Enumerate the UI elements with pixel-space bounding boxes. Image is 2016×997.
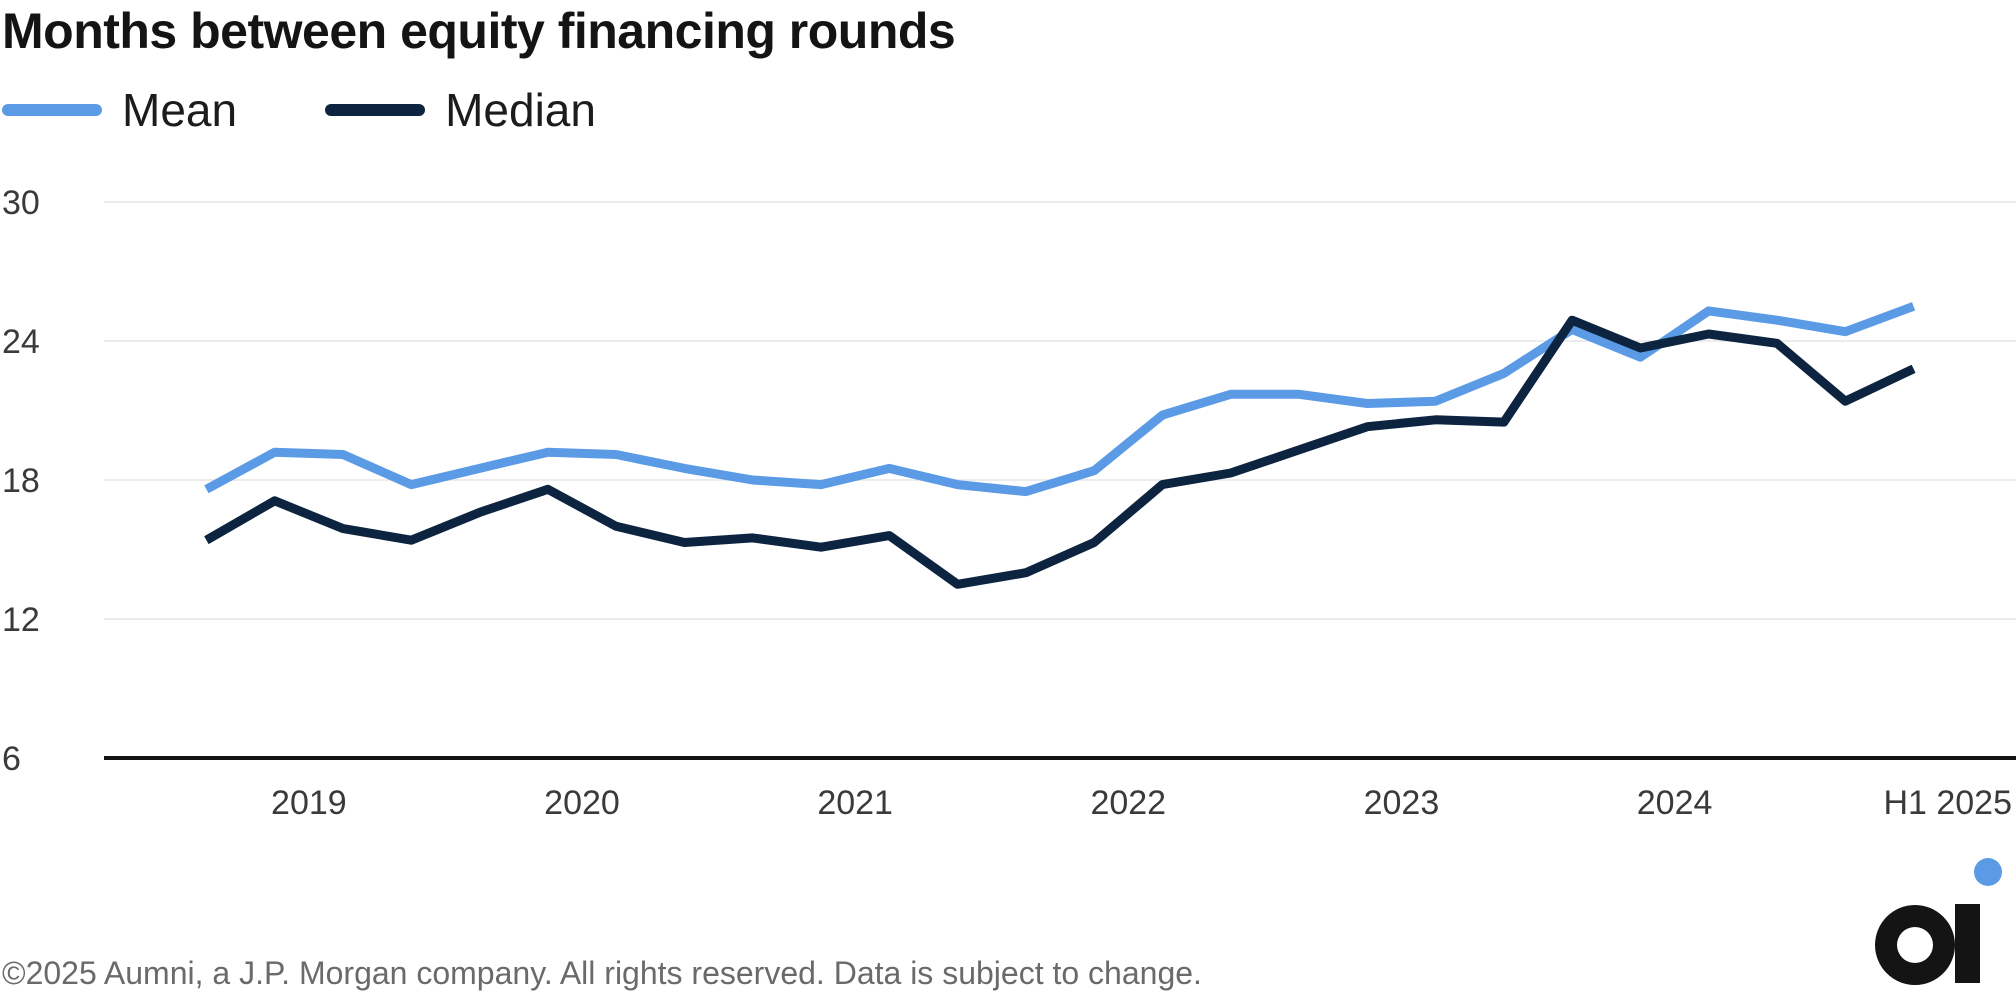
x-axis-tick-labels: 2019 2020 2021 2022 2023 2024 H1 2025 (271, 784, 2012, 822)
line-chart: 6 12 18 24 30 2019 2020 2021 2022 2023 2024 H1 202… (2, 184, 2016, 822)
y-axis-tick-labels: 6 12 18 24 30 (2, 184, 40, 778)
x-tick-label: 2022 (1090, 784, 1166, 822)
x-tick-label: H1 2025 (1883, 784, 2012, 822)
x-tick-label: 2019 (271, 784, 347, 822)
y-tick-label: 24 (2, 323, 40, 361)
aumni-logo-icon (1875, 858, 2002, 985)
x-tick-label: 2024 (1637, 784, 1713, 822)
y-tick-label: 30 (2, 184, 40, 222)
legend-item-median: Median (325, 83, 596, 137)
y-tick-label: 18 (2, 462, 40, 500)
y-tick-label: 12 (2, 601, 40, 639)
x-tick-label: 2020 (544, 784, 620, 822)
legend-label-mean: Mean (122, 84, 238, 136)
legend: Mean Median (2, 80, 684, 140)
legend-swatch-mean (2, 104, 102, 116)
y-tick-label: 6 (2, 740, 21, 778)
legend-item-mean: Mean (2, 83, 237, 137)
copyright-footer: ©2025 Aumni, a J.P. Morgan company. All … (2, 955, 1202, 991)
legend-swatch-median (325, 104, 426, 116)
chart-title: Months between equity financing rounds (2, 3, 956, 59)
x-tick-label: 2023 (1364, 784, 1440, 822)
series-lines (204, 302, 1916, 589)
series-line-median (204, 315, 1916, 589)
legend-label-median: Median (445, 84, 596, 136)
series-line-mean (204, 302, 1916, 497)
x-tick-label: 2021 (817, 784, 893, 822)
